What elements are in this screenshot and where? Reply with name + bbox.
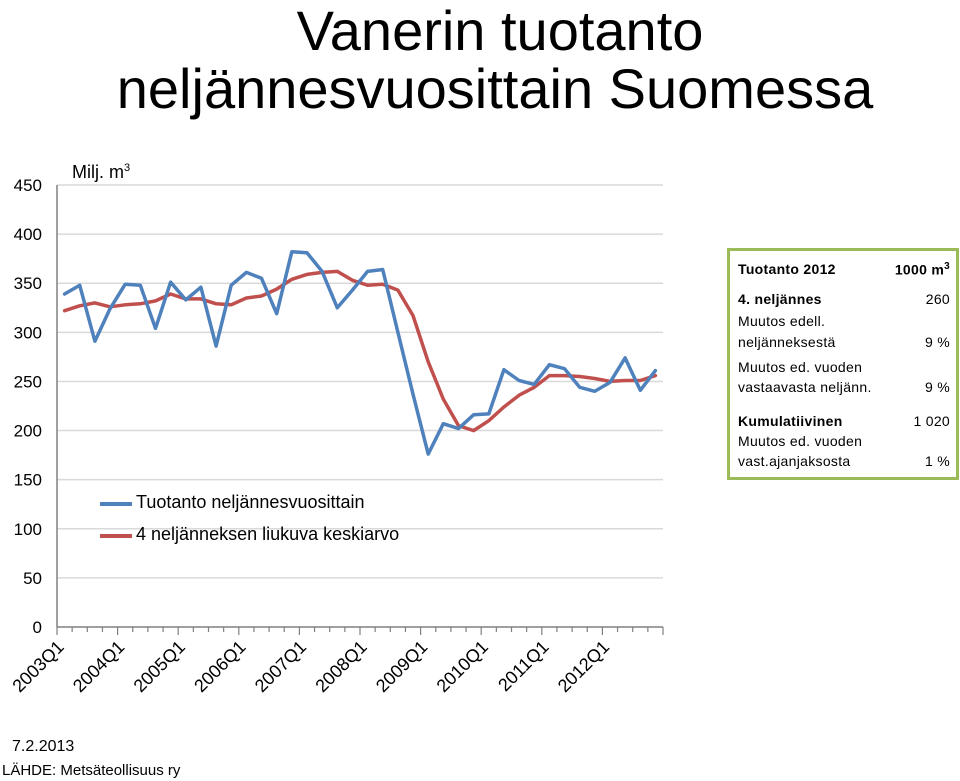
cum-change-line2: vast.ajanjaksosta 1 % [738,453,950,469]
gridlines [57,184,663,579]
legend-swatch-quarterly [100,502,132,506]
x-tick-label-2004Q1: 2004Q1 [69,637,128,696]
y-tick-label-400: 400 [14,225,42,244]
x-tick-label-2010Q1: 2010Q1 [433,637,492,696]
y-tick-label-450: 450 [14,176,42,195]
y-tick-label-300: 300 [14,323,42,342]
x-tick-label-2009Q1: 2009Q1 [372,637,431,696]
x-axis: 2003Q1 2004Q1 2005Q1 2006Q1 2007Q1 2008Q1 2009… [8,185,664,696]
y-tick-label-250: 250 [14,372,42,391]
y-axis-tick-labels: 0 50 100 150 200 250 300 350 400 450 [14,176,42,637]
x-tick-label-2003Q1: 2003Q1 [8,637,67,696]
legend-swatch-moving-average [100,534,132,538]
cum-change-line1: Muutos ed. vuoden [738,433,863,449]
y-tick-label-50: 50 [23,569,42,588]
y-tick-label-0: 0 [33,618,42,637]
publication-date: 7.2.2013 [12,738,75,755]
y-tick-label-150: 150 [14,471,42,490]
series-line-moving-average [62,269,658,433]
y-axis-unit-label: Milj. m3 [72,162,131,182]
production-summary-box: Tuotanto 2012 1000 m3 4. neljännes 260 M… [727,248,959,480]
chart-title: Vanerin tuotanto neljännesvuosittain Suo… [0,0,960,118]
change-prev-line1: Muutos edell. [738,313,826,329]
x-tick-label-2008Q1: 2008Q1 [311,637,370,696]
change-year-line1: Muutos ed. vuoden [738,359,863,375]
data-source: LÄHDE: Metsäteollisuus ry [2,762,181,779]
x-tick-label-2006Q1: 2006Q1 [190,637,249,696]
x-tick-label-2012Q1: 2012Q1 [554,637,613,696]
title-line-1: Vanerin tuotanto [296,0,704,62]
y-tick-label-100: 100 [14,520,42,539]
change-year-line2: vastaavasta neljänn. 9 % [738,379,950,395]
change-prev-line2: neljänneksestä 9 % [738,334,950,350]
x-tick-label-2005Q1: 2005Q1 [130,637,189,696]
title-line-2: neljännesvuosittain Suomessa [116,57,874,120]
y-tick-label-350: 350 [14,274,42,293]
x-tick-label-2011Q1: 2011Q1 [494,637,552,695]
x-tick-label-2007Q1: 2007Q1 [251,637,310,696]
y-tick-label-200: 200 [14,422,42,441]
series-line-quarterly [62,250,658,456]
q4-production: 4. neljännes 260 [738,291,950,307]
series-lines [62,250,658,456]
cumulative-production: Kumulatiivinen 1 020 [738,413,950,429]
summary-header: Tuotanto 2012 1000 m3 [738,261,950,278]
